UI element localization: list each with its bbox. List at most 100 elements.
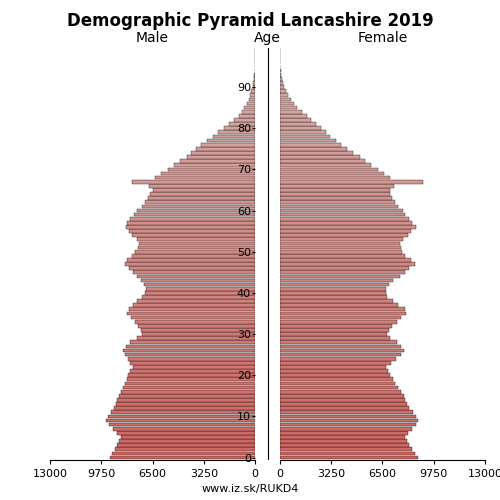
Bar (126, 344, 255, 348)
Bar (280, 246, 402, 250)
Bar (280, 238, 403, 241)
Bar (150, 192, 255, 196)
Bar (129, 308, 255, 311)
Bar (130, 217, 255, 220)
Bar (280, 418, 418, 422)
Bar (280, 435, 404, 439)
Bar (132, 234, 255, 237)
Bar (148, 196, 255, 200)
Bar (280, 106, 297, 110)
Bar (138, 246, 255, 250)
Bar (128, 221, 255, 224)
Bar (280, 102, 293, 105)
Bar (108, 414, 255, 418)
Bar (125, 262, 255, 266)
Bar (238, 114, 255, 117)
Bar (280, 348, 404, 352)
Bar (254, 68, 255, 72)
Bar (254, 73, 255, 76)
Bar (214, 134, 255, 138)
Bar (280, 85, 284, 89)
Bar (106, 418, 255, 422)
Bar (280, 382, 395, 386)
Bar (280, 90, 286, 93)
Bar (138, 324, 255, 328)
Bar (280, 118, 312, 122)
Bar (124, 386, 255, 390)
Bar (280, 340, 396, 344)
Bar (280, 332, 387, 336)
Bar (280, 81, 283, 85)
Bar (280, 390, 402, 394)
Bar (280, 234, 407, 237)
Bar (280, 369, 388, 373)
Bar (117, 398, 255, 402)
Bar (144, 283, 255, 286)
Bar (121, 435, 255, 439)
Bar (117, 444, 255, 447)
Bar (280, 258, 411, 262)
Bar (128, 258, 255, 262)
Bar (141, 278, 255, 282)
Bar (280, 180, 424, 184)
Bar (113, 427, 255, 430)
Bar (280, 431, 407, 434)
Bar (280, 427, 411, 430)
Bar (280, 155, 359, 159)
Bar (280, 184, 394, 188)
Bar (280, 398, 406, 402)
Bar (135, 250, 255, 254)
Bar (280, 110, 302, 114)
Bar (280, 444, 409, 447)
Bar (280, 196, 392, 200)
Bar (244, 106, 255, 110)
Bar (280, 336, 390, 340)
Bar (142, 295, 255, 299)
Bar (125, 353, 255, 356)
Bar (280, 208, 403, 212)
Bar (126, 378, 255, 381)
Bar (132, 316, 255, 320)
Bar (207, 138, 255, 142)
Bar (114, 406, 255, 410)
Bar (280, 130, 326, 134)
Bar (280, 98, 290, 101)
Bar (280, 308, 404, 311)
Bar (135, 320, 255, 324)
Bar (280, 160, 365, 163)
Bar (126, 225, 255, 229)
Bar (280, 147, 347, 150)
Bar (280, 353, 400, 356)
Bar (186, 155, 255, 159)
Bar (280, 217, 409, 220)
Bar (250, 94, 255, 97)
Text: Demographic Pyramid Lancashire 2019: Demographic Pyramid Lancashire 2019 (66, 12, 434, 30)
Bar (280, 406, 409, 410)
Bar (280, 94, 288, 97)
Bar (109, 422, 255, 426)
Bar (128, 312, 255, 316)
Bar (142, 332, 255, 336)
Bar (280, 274, 400, 278)
Bar (280, 344, 402, 348)
Bar (280, 422, 415, 426)
Text: www.iz.sk/RUKD4: www.iz.sk/RUKD4 (202, 484, 298, 494)
Bar (280, 414, 416, 418)
Bar (280, 192, 390, 196)
Bar (280, 68, 281, 72)
Bar (111, 410, 255, 414)
Bar (280, 402, 407, 406)
Bar (280, 448, 411, 451)
Bar (280, 250, 402, 254)
Bar (122, 348, 255, 352)
Bar (280, 225, 415, 229)
Bar (280, 394, 404, 398)
Bar (280, 320, 396, 324)
Bar (134, 213, 255, 216)
Bar (280, 73, 281, 76)
Bar (252, 85, 255, 89)
Bar (125, 382, 255, 386)
Bar (280, 266, 409, 270)
Bar (137, 299, 255, 303)
Bar (129, 230, 255, 233)
